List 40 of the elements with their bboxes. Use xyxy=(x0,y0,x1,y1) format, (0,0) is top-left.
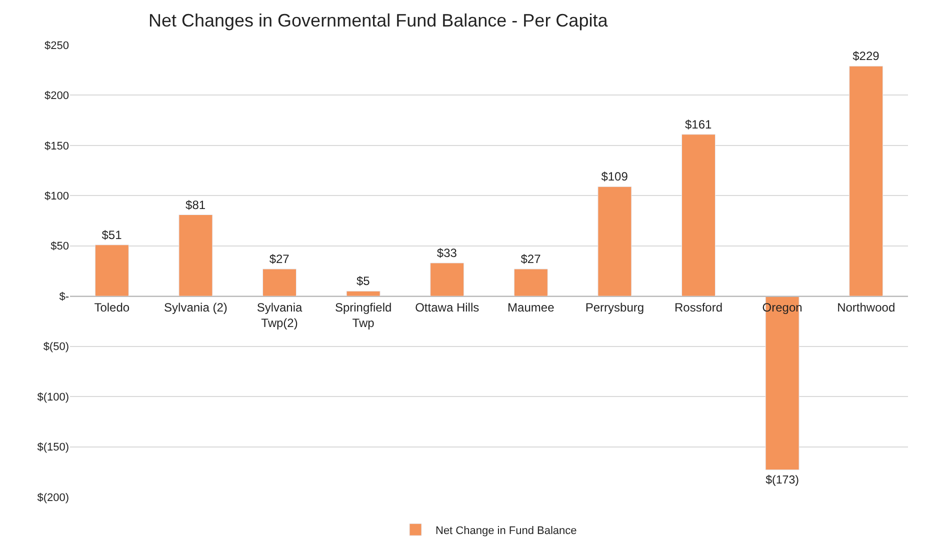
y-tick-label: $(200) xyxy=(37,492,69,504)
y-tick-label: $200 xyxy=(44,90,69,102)
y-tick-label: $50 xyxy=(50,240,69,253)
data-label: $33 xyxy=(436,246,458,260)
x-tick-label: Maumee xyxy=(508,300,555,315)
bar xyxy=(514,268,548,296)
y-tick-label: $- xyxy=(59,290,70,303)
data-label: $27 xyxy=(520,252,542,266)
data-label: $27 xyxy=(269,252,290,266)
x-tick-label: Northwood xyxy=(837,300,896,315)
legend-label: Net Change in Fund Balance xyxy=(436,524,577,537)
data-label: $229 xyxy=(852,49,880,64)
bar xyxy=(849,66,884,296)
x-tick-label: Sylvania Twp(2) xyxy=(256,300,303,330)
bar xyxy=(681,134,716,296)
bar xyxy=(430,262,464,296)
data-label: $5 xyxy=(356,274,370,288)
x-tick-label: Perrysburg xyxy=(585,300,644,315)
x-tick-label: Toledo xyxy=(94,300,130,315)
data-label: $81 xyxy=(186,198,206,212)
y-tick-label: $(50) xyxy=(43,341,69,354)
bar xyxy=(262,268,297,296)
data-label: $(173) xyxy=(766,474,800,487)
y-tick-label: $(150) xyxy=(37,442,69,454)
x-tick-label: Rossford xyxy=(674,300,723,315)
bar xyxy=(346,290,380,296)
bar xyxy=(178,214,213,296)
data-label: $109 xyxy=(601,170,628,184)
y-tick-label: $100 xyxy=(44,190,69,203)
y-tick-label: $150 xyxy=(44,140,69,152)
data-label: $161 xyxy=(684,117,712,132)
bar xyxy=(94,244,129,296)
y-tick-label: $(100) xyxy=(37,391,69,404)
x-tick-label: Ottawa Hills xyxy=(415,300,480,315)
y-tick-label: $250 xyxy=(44,40,69,52)
x-tick-label: Sylvania (2) xyxy=(164,300,228,315)
x-tick-label: Springfield Twp xyxy=(334,300,392,330)
bar xyxy=(598,186,632,296)
data-label: $51 xyxy=(102,228,122,242)
chart-title: Net Changes in Governmental Fund Balance - Per Capita xyxy=(148,10,609,30)
